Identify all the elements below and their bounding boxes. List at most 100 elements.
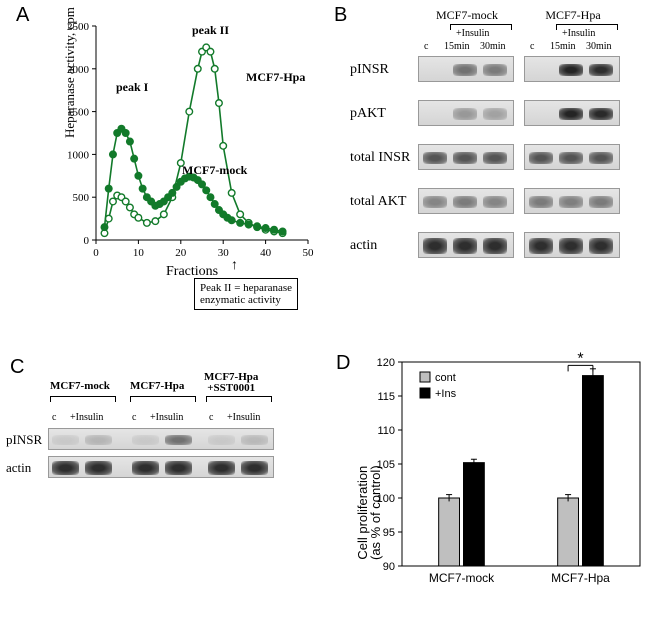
blot-row-label: pINSR <box>350 62 389 78</box>
blot-band <box>559 196 583 208</box>
blot-band <box>85 461 112 475</box>
blot-strip <box>418 188 514 214</box>
blot-strip <box>418 232 514 258</box>
blot-band <box>423 238 447 254</box>
series1-label: MCF7-Hpa <box>246 70 305 85</box>
callout-arrow-icon: ↑ <box>231 258 238 274</box>
svg-text:+Ins: +Ins <box>435 388 457 400</box>
svg-text:115: 115 <box>377 391 395 403</box>
blot-band <box>423 152 447 164</box>
svg-text:MCF7-Hpa: MCF7-Hpa <box>551 571 610 585</box>
panel-a-chart: 0500100015002000250001020304050 Heparana… <box>36 8 316 288</box>
svg-text:40: 40 <box>260 247 272 259</box>
svg-text:90: 90 <box>383 561 395 573</box>
peak2-label: peak II <box>192 23 229 38</box>
blot-band <box>589 152 613 164</box>
blot-band <box>165 435 192 445</box>
blot-band <box>85 435 112 445</box>
svg-text:1000: 1000 <box>67 149 90 161</box>
d-y-axis-label: Cell proliferation (as % of control) <box>356 465 382 560</box>
treatment-label: +Insulin <box>456 28 489 39</box>
groupC1: MCF7-mock <box>50 380 110 392</box>
blot-band <box>559 108 583 120</box>
panel-b-blot: MCF7-mock MCF7-Hpa +Insulin +Insulin c 1… <box>350 8 640 298</box>
panel-a-label: A <box>16 4 29 27</box>
bracket-icon <box>50 396 116 402</box>
blot-band <box>208 461 235 475</box>
blot-band <box>589 196 613 208</box>
svg-text:0: 0 <box>93 247 99 259</box>
blot-band <box>483 108 507 120</box>
svg-text:50: 50 <box>303 247 315 259</box>
blot-band <box>559 152 583 164</box>
blot-strip <box>524 232 620 258</box>
svg-text:20: 20 <box>175 247 187 259</box>
blot-band <box>453 238 477 254</box>
laneC: +Insulin <box>227 412 260 423</box>
blot-band <box>529 152 553 164</box>
blot-band <box>423 196 447 208</box>
groupC2: MCF7-Hpa <box>130 380 184 392</box>
blot-row-label: actin <box>6 460 31 476</box>
blot-band <box>241 461 268 475</box>
lane-15: 15min <box>550 41 576 52</box>
panel-c-blot: MCF7-mock MCF7-Hpa MCF7-Hpa +SST0001 c +… <box>6 362 306 562</box>
svg-text:30: 30 <box>218 247 230 259</box>
svg-text:cont: cont <box>435 372 456 384</box>
line-chart-svg: 0500100015002000250001020304050 <box>36 8 316 268</box>
blot-band <box>208 435 235 445</box>
blot-band <box>453 108 477 120</box>
svg-text:110: 110 <box>377 425 395 437</box>
series2-label: MCF7-mock <box>182 164 247 176</box>
blot-strip <box>524 56 620 82</box>
lane-c: c <box>424 41 428 52</box>
svg-text:10: 10 <box>133 247 145 259</box>
blot-strip <box>418 144 514 170</box>
blot-band <box>483 152 507 164</box>
panel-b-label: B <box>334 4 347 27</box>
blot-band <box>559 64 583 76</box>
blot-band <box>453 64 477 76</box>
groupC3: MCF7-Hpa +SST0001 <box>204 372 258 394</box>
blot-band <box>529 238 553 254</box>
blot-band <box>589 108 613 120</box>
blot-band <box>165 461 192 475</box>
blot-band <box>453 152 477 164</box>
laneC: +Insulin <box>70 412 103 423</box>
laneC: c <box>52 412 56 423</box>
lane-c: c <box>530 41 534 52</box>
laneC: +Insulin <box>150 412 183 423</box>
peak1-label: peak I <box>116 80 148 95</box>
blot-band <box>483 64 507 76</box>
blot-strip <box>418 100 514 126</box>
blot-strip <box>524 100 620 126</box>
blot-strip <box>418 56 514 82</box>
lane-30: 30min <box>586 41 612 52</box>
blot-band <box>483 238 507 254</box>
y-axis-label: Heparanase activity, cpm <box>62 7 78 138</box>
blot-band <box>589 64 613 76</box>
blot-band <box>589 238 613 254</box>
blot-row-label: total AKT <box>350 194 406 210</box>
blot-band <box>483 196 507 208</box>
blot-strip <box>524 188 620 214</box>
blot-band <box>132 461 159 475</box>
svg-text:95: 95 <box>383 527 395 539</box>
lane-30: 30min <box>480 41 506 52</box>
blot-row-label: actin <box>350 238 377 254</box>
blot-row-label: total INSR <box>350 150 410 166</box>
blot-strip <box>48 456 274 478</box>
bar-chart-svg: 9095100105110115120MCF7-mockMCF7-Hpa*con… <box>348 350 648 600</box>
blot-band <box>241 435 268 445</box>
blot-row-label: pAKT <box>350 106 386 122</box>
blot-strip <box>48 428 274 450</box>
svg-text:*: * <box>577 350 583 367</box>
panel-d-chart: 9095100105110115120MCF7-mockMCF7-Hpa*con… <box>348 350 648 610</box>
blot-band <box>559 238 583 254</box>
bracket-icon <box>130 396 196 402</box>
svg-text:500: 500 <box>73 192 90 204</box>
group1-header: MCF7-mock <box>422 8 512 23</box>
callout-box: Peak II = heparanase enzymatic activity <box>194 278 298 310</box>
blot-band <box>529 196 553 208</box>
svg-text:0: 0 <box>84 235 90 247</box>
